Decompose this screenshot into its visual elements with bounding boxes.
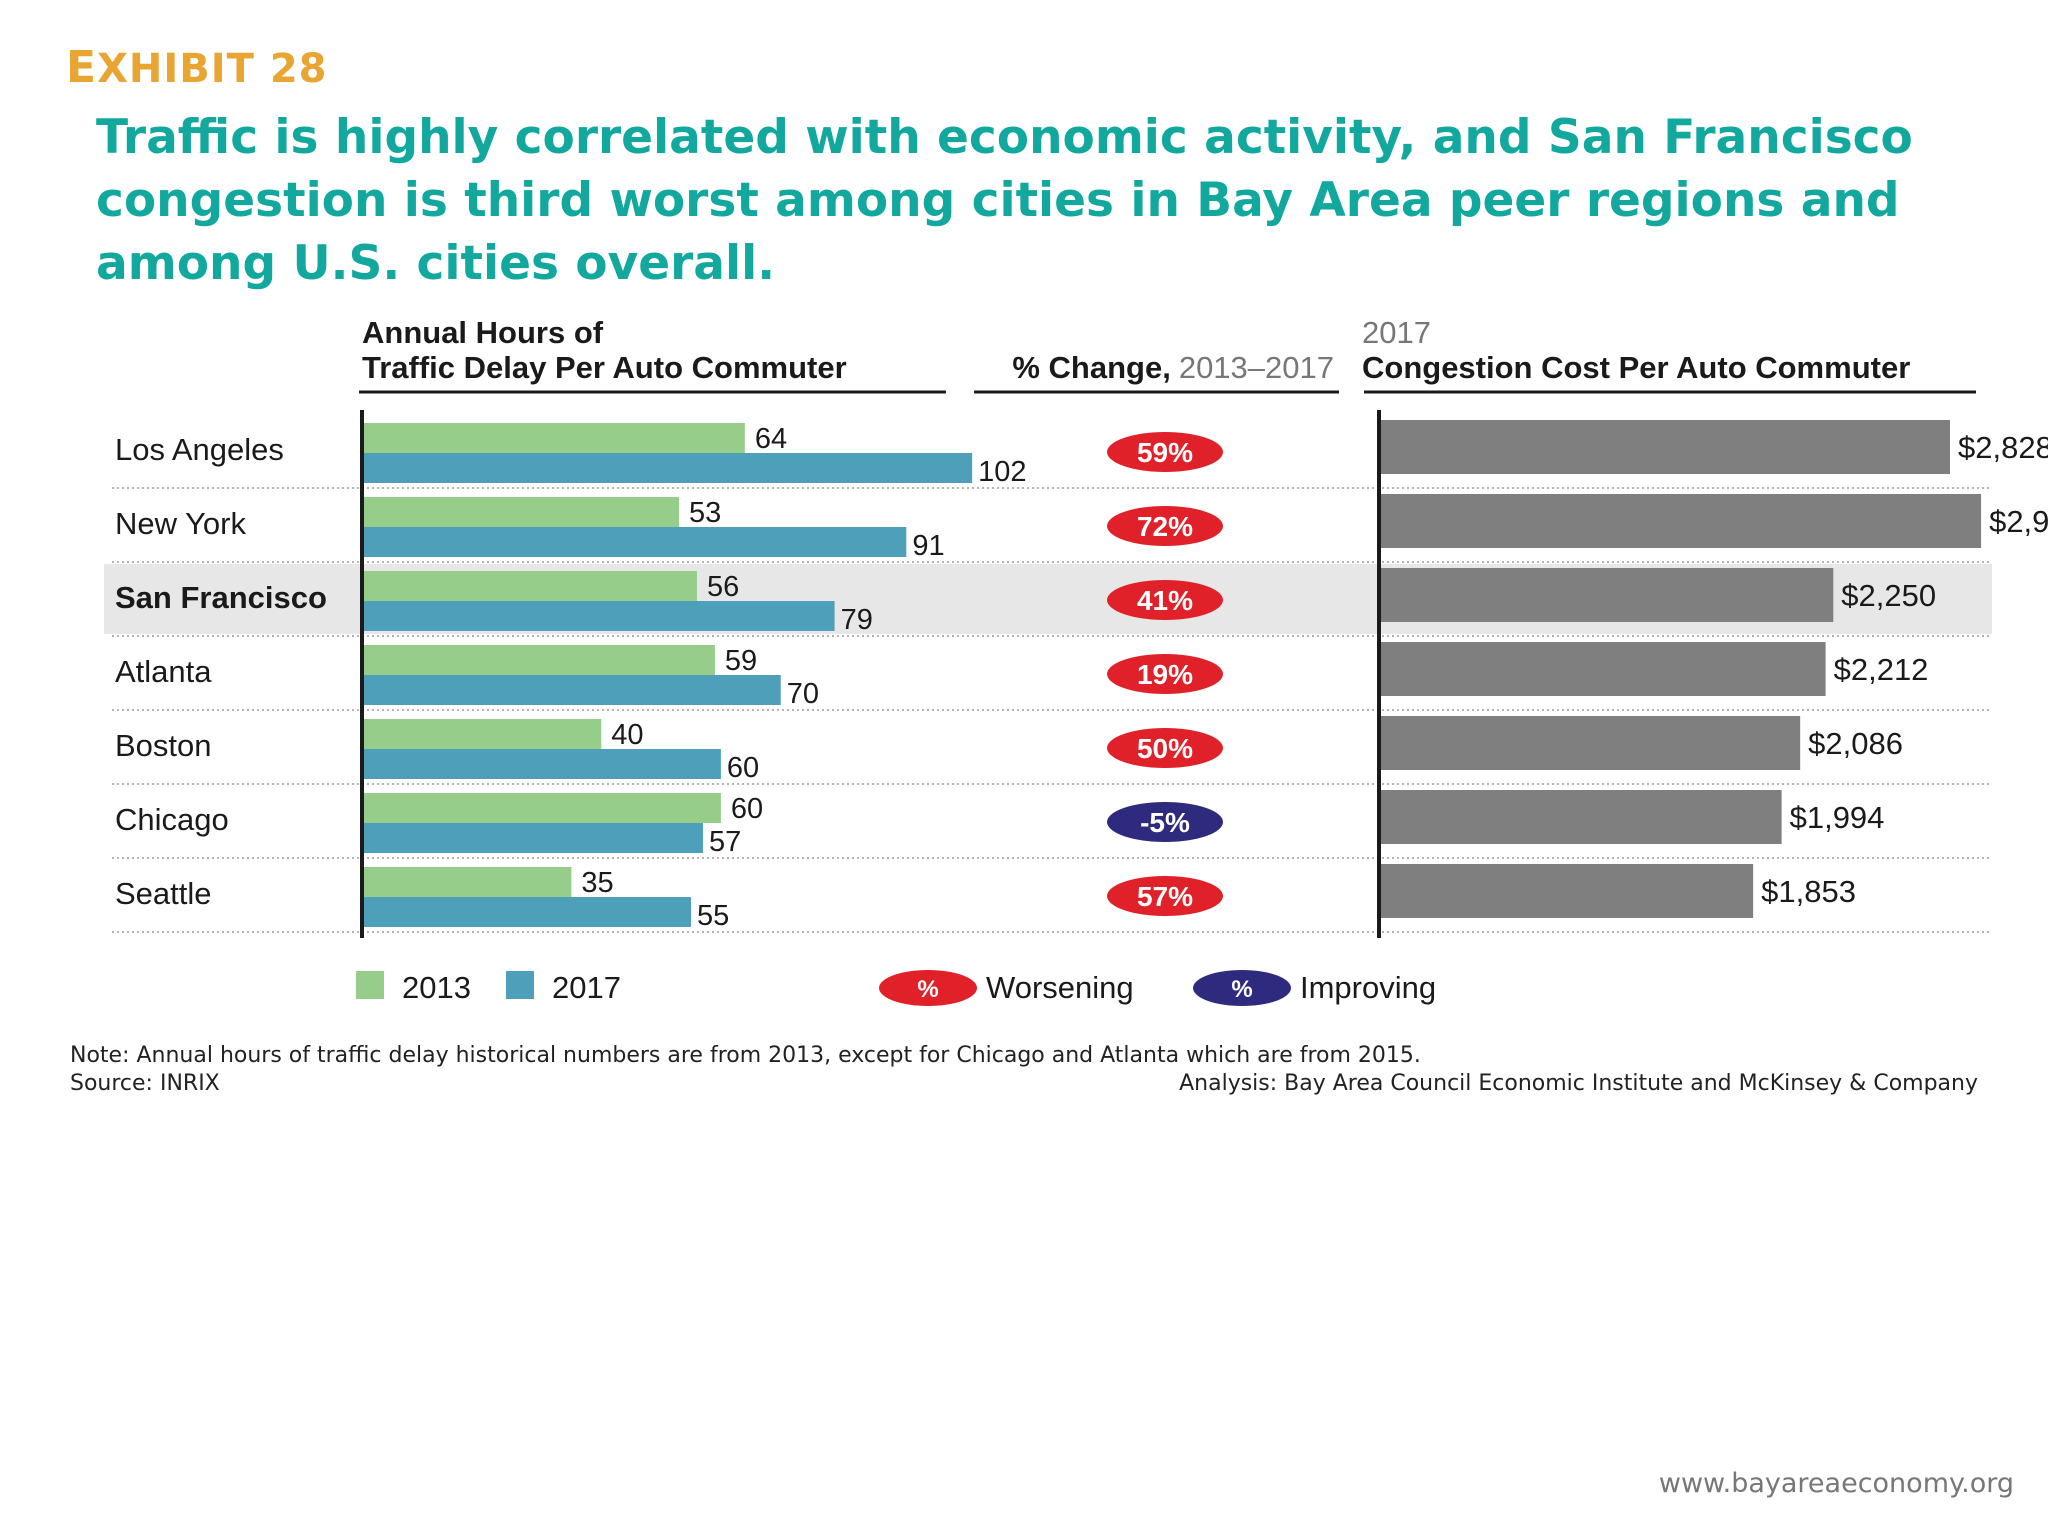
cost-bar-label-seattle: $1,853 — [1761, 874, 1856, 909]
change-badge-label-seattle: 57% — [1137, 881, 1193, 912]
bar-label-2013-chicago: 60 — [731, 793, 763, 825]
change-badge-label-boston: 50% — [1137, 733, 1193, 764]
change-badges: 59% 72% 41% 19% 50% -5% 57% — [1107, 432, 1223, 916]
bar-2013-seattle — [362, 867, 572, 897]
bar-2013-los-angeles — [362, 423, 745, 453]
change-badge-new-york — [1107, 506, 1223, 546]
cost-bar-san-francisco — [1379, 568, 1834, 622]
legend-label-2013: 2013 — [402, 970, 471, 1005]
exhibit-label-rest: XHIBIT 28 — [97, 46, 328, 92]
change-badge-los-angeles — [1107, 432, 1223, 472]
cost-bar-label-boston: $2,086 — [1808, 726, 1903, 761]
cost-bar-label-chicago: $1,994 — [1790, 800, 1885, 835]
city-label-san-francisco: San Francisco — [115, 580, 327, 615]
cost-bars: $2,828 $2,982 $2,250 $2,212 $2,086 $1,994 $1,8… — [1379, 420, 2048, 918]
bar-label-2017-atlanta: 70 — [787, 678, 819, 710]
footnote-analysis: Analysis: Bay Area Council Economic Inst… — [1179, 1071, 1978, 1096]
headline: Traffic is highly correlated with econom… — [96, 110, 1913, 291]
bar-2013-boston — [362, 719, 602, 749]
change-panel-title: % Change, 2013–2017 — [1012, 350, 1334, 385]
bar-2017-san-francisco — [362, 601, 835, 631]
cost-bar-boston — [1379, 716, 1801, 770]
bar-label-2017-new-york: 91 — [912, 530, 944, 562]
bar-label-2013-atlanta: 59 — [725, 645, 757, 677]
bar-label-2013-new-york: 53 — [689, 497, 721, 529]
legend-badge-worsening — [879, 970, 977, 1006]
footnote: Note: Annual hours of traffic delay hist… — [70, 1042, 1421, 1098]
cost-bar-label-atlanta: $2,212 — [1834, 652, 1929, 687]
cost-bar-los-angeles — [1379, 420, 1950, 474]
change-badge-seattle — [1107, 876, 1223, 916]
cost-bar-new-york — [1379, 494, 1982, 548]
cost-panel-title-line1: 2017 — [1362, 315, 1431, 350]
cost-bar-label-san-francisco: $2,250 — [1841, 578, 1936, 613]
change-badge-atlanta — [1107, 654, 1223, 694]
cost-bar-atlanta — [1379, 642, 1826, 696]
bar-2013-atlanta — [362, 645, 715, 675]
website-url: www.bayareaeconomy.org — [1658, 1468, 2014, 1499]
axes — [360, 410, 1381, 938]
bar-label-2017-los-angeles: 102 — [978, 456, 1026, 488]
footnote-note: Note: Annual hours of traffic delay hist… — [70, 1043, 1421, 1068]
bar-2013-new-york — [362, 497, 680, 527]
cost-panel-title-line2: Congestion Cost Per Auto Commuter — [1362, 350, 1910, 385]
legend-label-improving: Improving — [1300, 970, 1436, 1005]
bar-2013-san-francisco — [362, 571, 697, 601]
legend-label-worsening: Worsening — [986, 970, 1134, 1005]
cost-bar-seattle — [1379, 864, 1754, 918]
bar-label-2013-boston: 40 — [611, 719, 643, 751]
change-badge-label-los-angeles: 59% — [1137, 437, 1193, 468]
city-label-boston: Boston — [115, 728, 212, 763]
bar-label-2017-san-francisco: 79 — [841, 604, 873, 636]
bar-2017-boston — [362, 749, 721, 779]
bar-label-2013-seattle: 35 — [581, 867, 613, 899]
city-label-atlanta: Atlanta — [115, 654, 212, 689]
bar-2017-los-angeles — [362, 453, 973, 483]
delay-panel-title-line2: Traffic Delay Per Auto Commuter — [362, 350, 847, 385]
change-badge-boston — [1107, 728, 1223, 768]
legend-badge-improving-symbol: % — [1231, 976, 1252, 1003]
cost-bar-label-new-york: $2,982 — [1989, 504, 2048, 539]
bar-label-2013-san-francisco: 56 — [707, 571, 739, 603]
legend-swatch-2013 — [356, 971, 384, 999]
cost-bar-chicago — [1379, 790, 1782, 844]
exhibit-label-initial: E — [66, 42, 98, 93]
change-panel-title-range: 2013–2017 — [1179, 350, 1334, 385]
legend-badge-worsening-symbol: % — [917, 976, 938, 1003]
chart-svg: Los Angeles New York San Francisco Atlanta B… — [104, 315, 2048, 1006]
legend-swatch-2017 — [506, 971, 534, 999]
change-badge-chicago — [1107, 802, 1223, 842]
city-label-new-york: New York — [115, 506, 246, 541]
exhibit-label: EXHIBIT 28 — [66, 42, 328, 93]
change-badge-label-new-york: 72% — [1137, 511, 1193, 542]
bar-2017-new-york — [362, 527, 907, 557]
bar-2017-seattle — [362, 897, 691, 927]
footnote-source: Source: INRIX — [70, 1071, 220, 1096]
city-label-chicago: Chicago — [115, 802, 229, 837]
city-label-seattle: Seattle — [115, 876, 212, 911]
change-badge-san-francisco — [1107, 580, 1223, 620]
change-badge-label-san-francisco: 41% — [1137, 585, 1193, 616]
legend-label-2017: 2017 — [552, 970, 621, 1005]
bar-label-2017-boston: 60 — [727, 752, 759, 784]
bar-2017-chicago — [362, 823, 703, 853]
change-badge-label-atlanta: 19% — [1137, 659, 1193, 690]
change-panel-title-bold: % Change, — [1012, 350, 1170, 385]
bar-2013-chicago — [362, 793, 721, 823]
bar-label-2017-chicago: 57 — [709, 826, 741, 858]
legend: 2013 2017% Worsening% Improving — [356, 970, 1436, 1006]
delay-panel-title-line1: Annual Hours of — [362, 315, 604, 350]
bar-2017-atlanta — [362, 675, 781, 705]
legend-badge-improving — [1193, 970, 1291, 1006]
cost-bar-label-los-angeles: $2,828 — [1958, 430, 2048, 465]
panel-headers: Annual Hours of Traffic Delay Per Auto C… — [359, 315, 1976, 394]
bar-label-2013-los-angeles: 64 — [755, 423, 787, 455]
change-badge-label-chicago: -5% — [1140, 807, 1190, 838]
bar-label-2017-seattle: 55 — [697, 900, 729, 932]
city-label-los-angeles: Los Angeles — [115, 432, 284, 467]
